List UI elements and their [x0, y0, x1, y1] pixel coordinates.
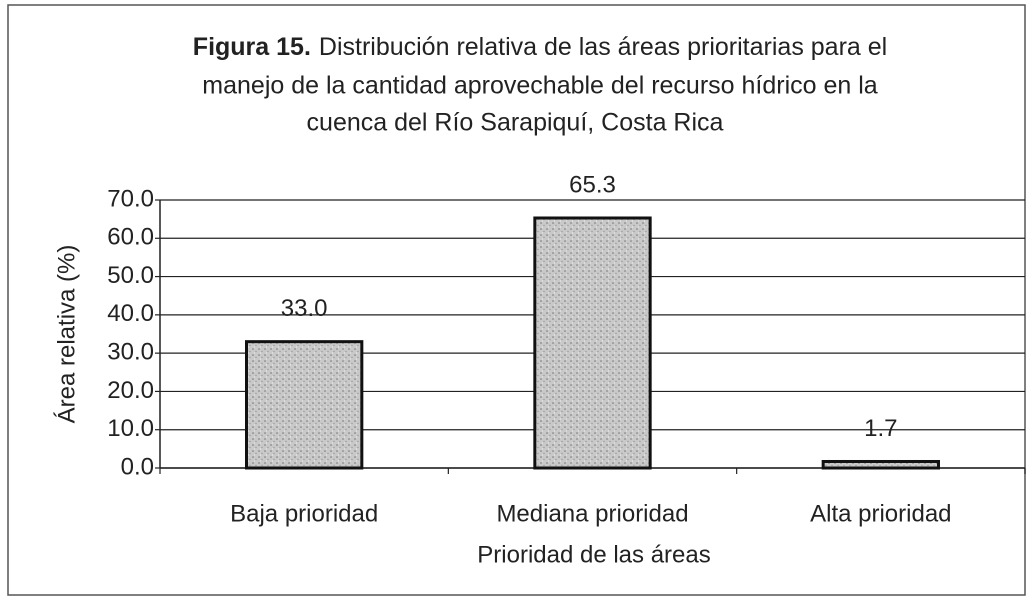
y-tick-label: 20.0	[107, 377, 154, 404]
bar	[533, 216, 652, 470]
title-line: Distribución relativa de las áreas prior…	[319, 33, 887, 61]
y-tick-label: 0.0	[121, 453, 154, 480]
data-label: 65.3	[569, 171, 616, 198]
y-tick-label: 30.0	[107, 338, 154, 365]
bar	[245, 340, 364, 470]
y-axis-label: Área relativa (%)	[53, 245, 80, 424]
x-axis-label: Prioridad de las áreas	[477, 541, 710, 568]
title-label: Figura 15.	[193, 33, 311, 61]
title-line: cuenca del Río Sarapiquí, Costa Rica	[307, 109, 724, 137]
y-tick-label: 60.0	[107, 224, 154, 251]
bar	[821, 459, 941, 470]
y-tick-label: 10.0	[107, 415, 154, 442]
y-tick-label: 50.0	[107, 262, 154, 289]
data-label: 1.7	[864, 415, 897, 442]
y-tick-label: 70.0	[107, 185, 154, 212]
x-tick-label: Baja prioridad	[230, 500, 378, 527]
data-label: 33.0	[281, 295, 328, 322]
x-tick-label: Alta prioridad	[810, 500, 951, 527]
x-tick-label: Mediana prioridad	[496, 500, 688, 527]
title-line: manejo de la cantidad aprovechable del r…	[202, 72, 878, 100]
chart-title: Figura 15. Distribución relativa de las á…	[193, 33, 887, 61]
y-tick-label: 40.0	[107, 300, 154, 327]
frame	[7, 4, 1026, 596]
